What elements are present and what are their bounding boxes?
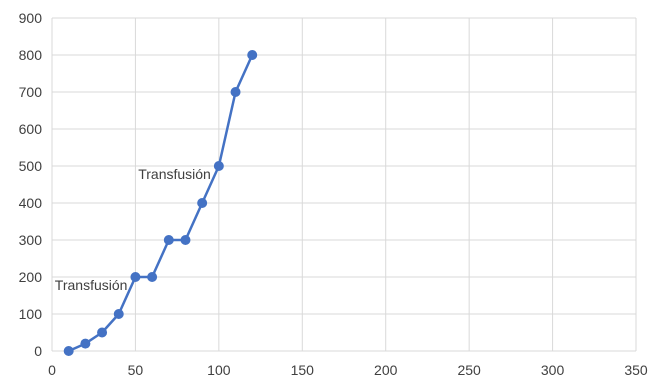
annotation-label: Transfusión (138, 166, 211, 182)
data-point (247, 50, 258, 60)
x-tick-label: 0 (48, 362, 56, 378)
data-point (113, 309, 124, 319)
y-tick-label: 600 (19, 121, 43, 137)
x-tick-label: 250 (457, 362, 481, 378)
data-point (163, 235, 174, 245)
x-tick-label: 350 (624, 362, 648, 378)
y-tick-label: 200 (19, 269, 43, 285)
data-point (130, 272, 141, 282)
x-tick-label: 200 (374, 362, 398, 378)
y-tick-label: 500 (19, 158, 43, 174)
y-tick-label: 800 (19, 47, 43, 63)
x-tick-label: 100 (207, 362, 231, 378)
data-point (230, 87, 241, 97)
y-tick-label: 100 (19, 306, 43, 322)
data-point (63, 346, 74, 356)
x-tick-label: 150 (291, 362, 315, 378)
y-tick-label: 0 (34, 343, 42, 359)
data-point (213, 161, 224, 171)
annotation-label: Transfusión (55, 277, 128, 293)
y-tick-label: 900 (19, 10, 43, 26)
x-tick-label: 50 (128, 362, 144, 378)
y-tick-label: 300 (19, 232, 43, 248)
y-tick-label: 400 (19, 195, 43, 211)
data-point (147, 272, 158, 282)
data-point (180, 235, 191, 245)
y-tick-label: 700 (19, 84, 43, 100)
data-point (97, 327, 108, 338)
data-point (80, 338, 91, 349)
x-tick-label: 300 (541, 362, 565, 378)
data-point (197, 198, 208, 208)
